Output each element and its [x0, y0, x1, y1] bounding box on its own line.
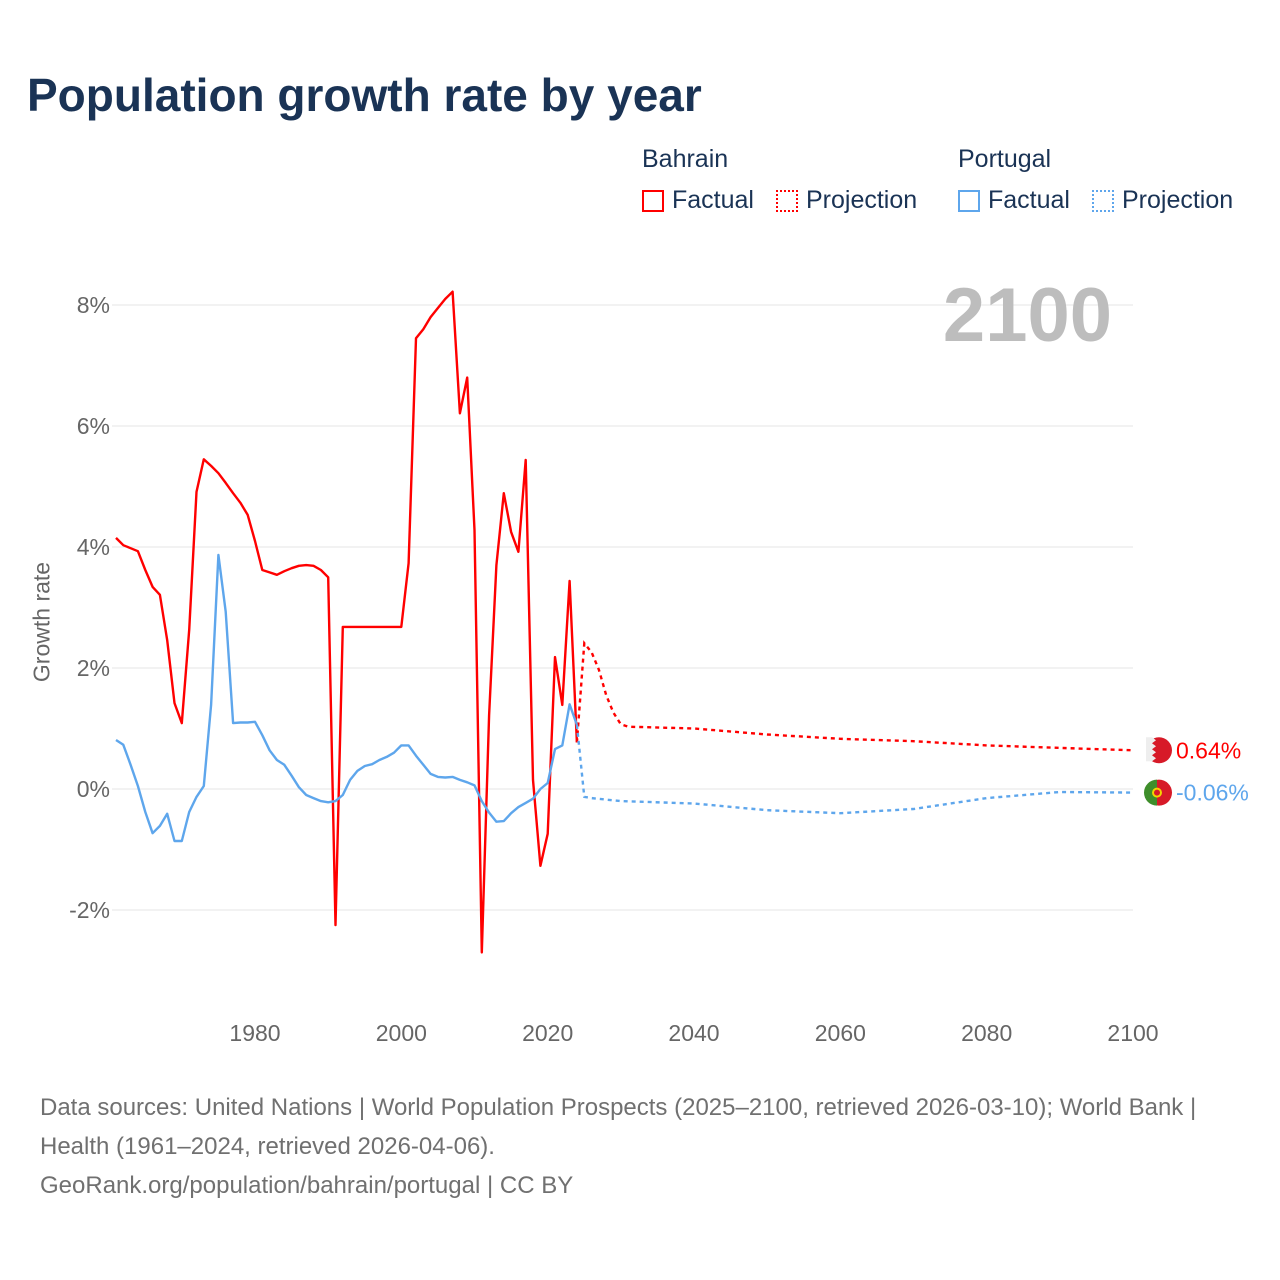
legend-label: Factual: [988, 186, 1070, 214]
credit-link[interactable]: GeoRank.org/population/bahrain/portugal …: [40, 1172, 574, 1199]
legend-label: Projection: [806, 186, 918, 214]
data-sources: Data sources: United Nations | World Pop…: [40, 1094, 1197, 1160]
footer: Data sources: United Nations | World Pop…: [40, 1088, 1240, 1205]
bahrain-flag-white-band: [1146, 737, 1156, 762]
y-tick-label: 6%: [77, 413, 110, 439]
legend-portugal-factual[interactable]: Factual: [958, 186, 1070, 215]
y-tick-label: 8%: [77, 292, 110, 318]
legend-portugal-projection[interactable]: Projection: [1092, 186, 1233, 215]
bahrain-end-label: 0.64%: [1176, 737, 1241, 763]
portugal-flag-green: [1144, 779, 1157, 806]
chart-title: Population growth rate by year: [27, 69, 702, 121]
legend-swatch-dotted: [776, 189, 798, 212]
bahrain-projection-line: [575, 640, 1134, 752]
x-tick-label: 2020: [522, 1020, 573, 1046]
x-tick-label: 2080: [961, 1020, 1012, 1046]
y-tick-label: -2%: [69, 897, 110, 923]
x-tick-label: 2100: [1107, 1020, 1158, 1046]
portugal-flag-emblem: [1152, 787, 1162, 798]
legend-label: Projection: [1122, 186, 1234, 214]
legend-bahrain-factual[interactable]: Factual: [642, 186, 754, 215]
bahrain-factual-line: [115, 290, 579, 954]
legend-swatch-solid: [958, 189, 980, 212]
legend-swatch-dotted: [1092, 189, 1114, 212]
x-tick-label: 2040: [668, 1020, 719, 1046]
portugal-factual-line: [115, 553, 579, 843]
y-axis-label: Growth rate: [28, 561, 55, 683]
legend-group-bahrain: Bahrain: [642, 145, 729, 173]
y-tick-label: 4%: [77, 534, 110, 560]
portugal-end-label: -0.06%: [1176, 780, 1249, 806]
year-display: 2100: [942, 273, 1112, 358]
x-tick-label: 1980: [229, 1020, 280, 1046]
legend-bahrain-projection[interactable]: Projection: [776, 186, 917, 215]
legend-swatch-solid: [642, 189, 664, 212]
legend-group-portugal: Portugal: [958, 145, 1052, 173]
x-tick-label: 2060: [815, 1020, 866, 1046]
legend-label: Factual: [672, 186, 754, 214]
y-tick-label: 2%: [77, 655, 110, 681]
x-tick-label: 2000: [376, 1020, 427, 1046]
y-tick-label: 0%: [77, 776, 110, 802]
